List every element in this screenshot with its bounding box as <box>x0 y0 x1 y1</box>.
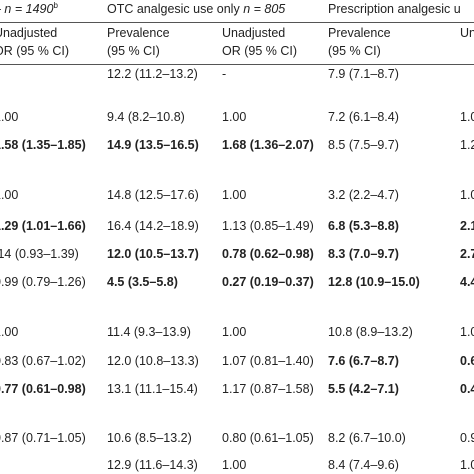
table-cell-col-0: .14 (0.93–1.39) <box>0 247 79 261</box>
table-cell-col-0: 0.99 (0.79–1.26) <box>0 275 86 289</box>
table-cell-col-3: 5.5 (4.2–7.1) <box>328 382 399 396</box>
table-cell-col-0: 1.00 <box>0 188 19 202</box>
table-cell-col-1: 4.5 (3.5–5.8) <box>107 275 178 289</box>
table-cell-col-0: 0.83 (0.67–1.02) <box>0 354 86 368</box>
header-group-0-superscript: b <box>53 0 58 10</box>
table-cell-col-4: 2.1 <box>460 219 474 233</box>
table-cell-col-0: 1.00 <box>0 110 19 124</box>
table-cell-col-3: 7.9 (7.1–8.7) <box>328 67 399 81</box>
table-cell-col-4: 0.4 <box>460 382 474 396</box>
table-cell-col-1: 14.8 (12.5–17.6) <box>107 188 199 202</box>
header-col-2-line-2: OR (95 % CI) <box>222 44 298 58</box>
table-cell-col-1: 12.0 (10.8–13.3) <box>107 354 199 368</box>
table-cell-col-2: 1.00 <box>222 325 247 339</box>
table-cell-col-1: 13.1 (11.1–15.4) <box>107 382 198 396</box>
table-cell-col-2: 1.17 (0.87–1.58) <box>222 382 314 396</box>
table-cell-col-4: 1.0 <box>460 188 474 202</box>
table-cell-col-1: 12.2 (11.2–13.2) <box>107 67 198 81</box>
table-cell-col-0: 0.77 (0.61–0.98) <box>0 382 86 396</box>
table-cell-col-0: 1.00 <box>0 325 19 339</box>
header-col-1-line-1: Prevalence <box>107 26 170 40</box>
table-row: 0.83 (0.67–1.02) 12.0 (10.8–13.3) 1.07 (0.… <box>0 353 474 369</box>
table-cell-col-1: 12.0 (10.5–13.7) <box>107 247 199 261</box>
table-cell-col-3: 7.6 (6.7–8.7) <box>328 354 399 368</box>
table-cell-col-1: 12.9 (11.6–14.3) <box>107 458 198 472</box>
header-group-0: – n = 1490b <box>0 0 58 17</box>
table-cell-col-4: 1.2 <box>460 138 474 152</box>
table-cell-col-0: 1.29 (1.01–1.66) <box>0 219 86 233</box>
table-row: 0.99 (0.79–1.26) 4.5 (3.5–5.8) 0.27 (0.19–… <box>0 274 474 290</box>
table-cell-col-4: 1.0 <box>460 458 474 472</box>
table-row: .14 (0.93–1.39) 12.0 (10.5–13.7) 0.78 (0.6… <box>0 246 474 262</box>
table-cell-col-4: 0.9 <box>460 431 474 445</box>
table-cell-col-3: 10.8 (8.9–13.2) <box>328 325 413 339</box>
table-cell-col-4: 1.0 <box>460 110 474 124</box>
header-group-1-n: n = 805 <box>243 2 286 16</box>
table-row: 1.00 9.4 (8.2–10.8) 1.00 7.2 (6.1–8.4) 1.0 <box>0 109 474 125</box>
table-cell-col-3: 12.8 (10.9–15.0) <box>328 275 420 289</box>
table-cell-col-1: 10.6 (8.5–13.2) <box>107 431 192 445</box>
table-cell-col-1: 14.9 (13.5–16.5) <box>107 138 199 152</box>
table-row: 1.29 (1.01–1.66) 16.4 (14.2–18.9) 1.13 (0.… <box>0 218 474 234</box>
table-row: 12.9 (11.6–14.3) 1.00 8.4 (7.4–9.6) 1.0 <box>0 457 474 473</box>
header-col-4-line-1: Un <box>460 26 474 40</box>
header-col-0-line-1: Unadjusted <box>0 26 58 40</box>
header-col-1-line-2: (95 % CI) <box>107 44 160 58</box>
table-cell-col-2: 1.00 <box>222 458 247 472</box>
table-cell-col-4: 2.7 <box>460 247 474 261</box>
table-cell-col-0: 0.87 (0.71–1.05) <box>0 431 86 445</box>
table-row: 1.00 11.4 (9.3–13.9) 1.00 10.8 (8.9–13.2) 1.… <box>0 324 474 340</box>
table-row: 12.2 (11.2–13.2) - 7.9 (7.1–8.7) <box>0 66 474 82</box>
table-cell-col-2: 1.00 <box>222 188 247 202</box>
table-cell-col-2: 1.00 <box>222 110 247 124</box>
header-group-2-label: Prescription analgesic u <box>328 2 461 16</box>
table-cell-col-3: 6.8 (5.3–8.8) <box>328 219 399 233</box>
table-cell-col-2: 1.13 (0.85–1.49) <box>222 219 314 233</box>
header-col-3-line-2: (95 % CI) <box>328 44 381 58</box>
table-cell-col-4: 4.4 <box>460 275 474 289</box>
header-group-2: Prescription analgesic u <box>328 2 461 17</box>
table-row: 1.58 (1.35–1.85) 14.9 (13.5–16.5) 1.68 (1.… <box>0 137 474 153</box>
table-cell-col-3: 8.4 (7.4–9.6) <box>328 458 399 472</box>
table-cell-col-3: 8.3 (7.0–9.7) <box>328 247 399 261</box>
header-group-0-text: – n = 1490 <box>0 2 54 16</box>
table-cell-col-2: 0.27 (0.19–0.37) <box>222 275 314 289</box>
table-cell-col-1: 11.4 (9.3–13.9) <box>107 325 191 339</box>
header-col-2-line-1: Unadjusted <box>222 26 286 40</box>
table-cell-col-0: 1.58 (1.35–1.85) <box>0 138 86 152</box>
header-bottom-rule <box>0 64 474 65</box>
table-cell-col-2: - <box>222 67 227 81</box>
header-col-0-line-2: OR (95 % CI) <box>0 44 70 58</box>
table-cell-col-2: 0.80 (0.61–1.05) <box>222 431 314 445</box>
table-cell-col-2: 0.78 (0.62–0.98) <box>222 247 314 261</box>
table-cell-col-2: 1.68 (1.36–2.07) <box>222 138 314 152</box>
header-group-rule <box>0 22 474 23</box>
header-group-1-label: OTC analgesic use only <box>107 2 240 16</box>
table-cell-col-3: 3.2 (2.2–4.7) <box>328 188 399 202</box>
table-cell-col-2: 1.07 (0.81–1.40) <box>222 354 314 368</box>
table-cell-col-4: 1.0 <box>460 325 474 339</box>
table-cell-col-1: 9.4 (8.2–10.8) <box>107 110 185 124</box>
table-cell-col-3: 8.2 (6.7–10.0) <box>328 431 406 445</box>
table-cell-col-3: 7.2 (6.1–8.4) <box>328 110 399 124</box>
header-col-3-line-1: Prevalence <box>328 26 391 40</box>
header-group-1: OTC analgesic use only n = 805 <box>107 2 285 17</box>
table-row: 0.77 (0.61–0.98) 13.1 (11.1–15.4) 1.17 (0.… <box>0 381 474 397</box>
table-cell-col-3: 8.5 (7.5–9.7) <box>328 138 399 152</box>
table-row: 1.00 14.8 (12.5–17.6) 1.00 3.2 (2.2–4.7) 1.0 <box>0 187 474 203</box>
table-cell-col-4: 0.6 <box>460 354 474 368</box>
table-row: 0.87 (0.71–1.05) 10.6 (8.5–13.2) 0.80 (0.6… <box>0 430 474 446</box>
table-cell-col-1: 16.4 (14.2–18.9) <box>107 219 199 233</box>
